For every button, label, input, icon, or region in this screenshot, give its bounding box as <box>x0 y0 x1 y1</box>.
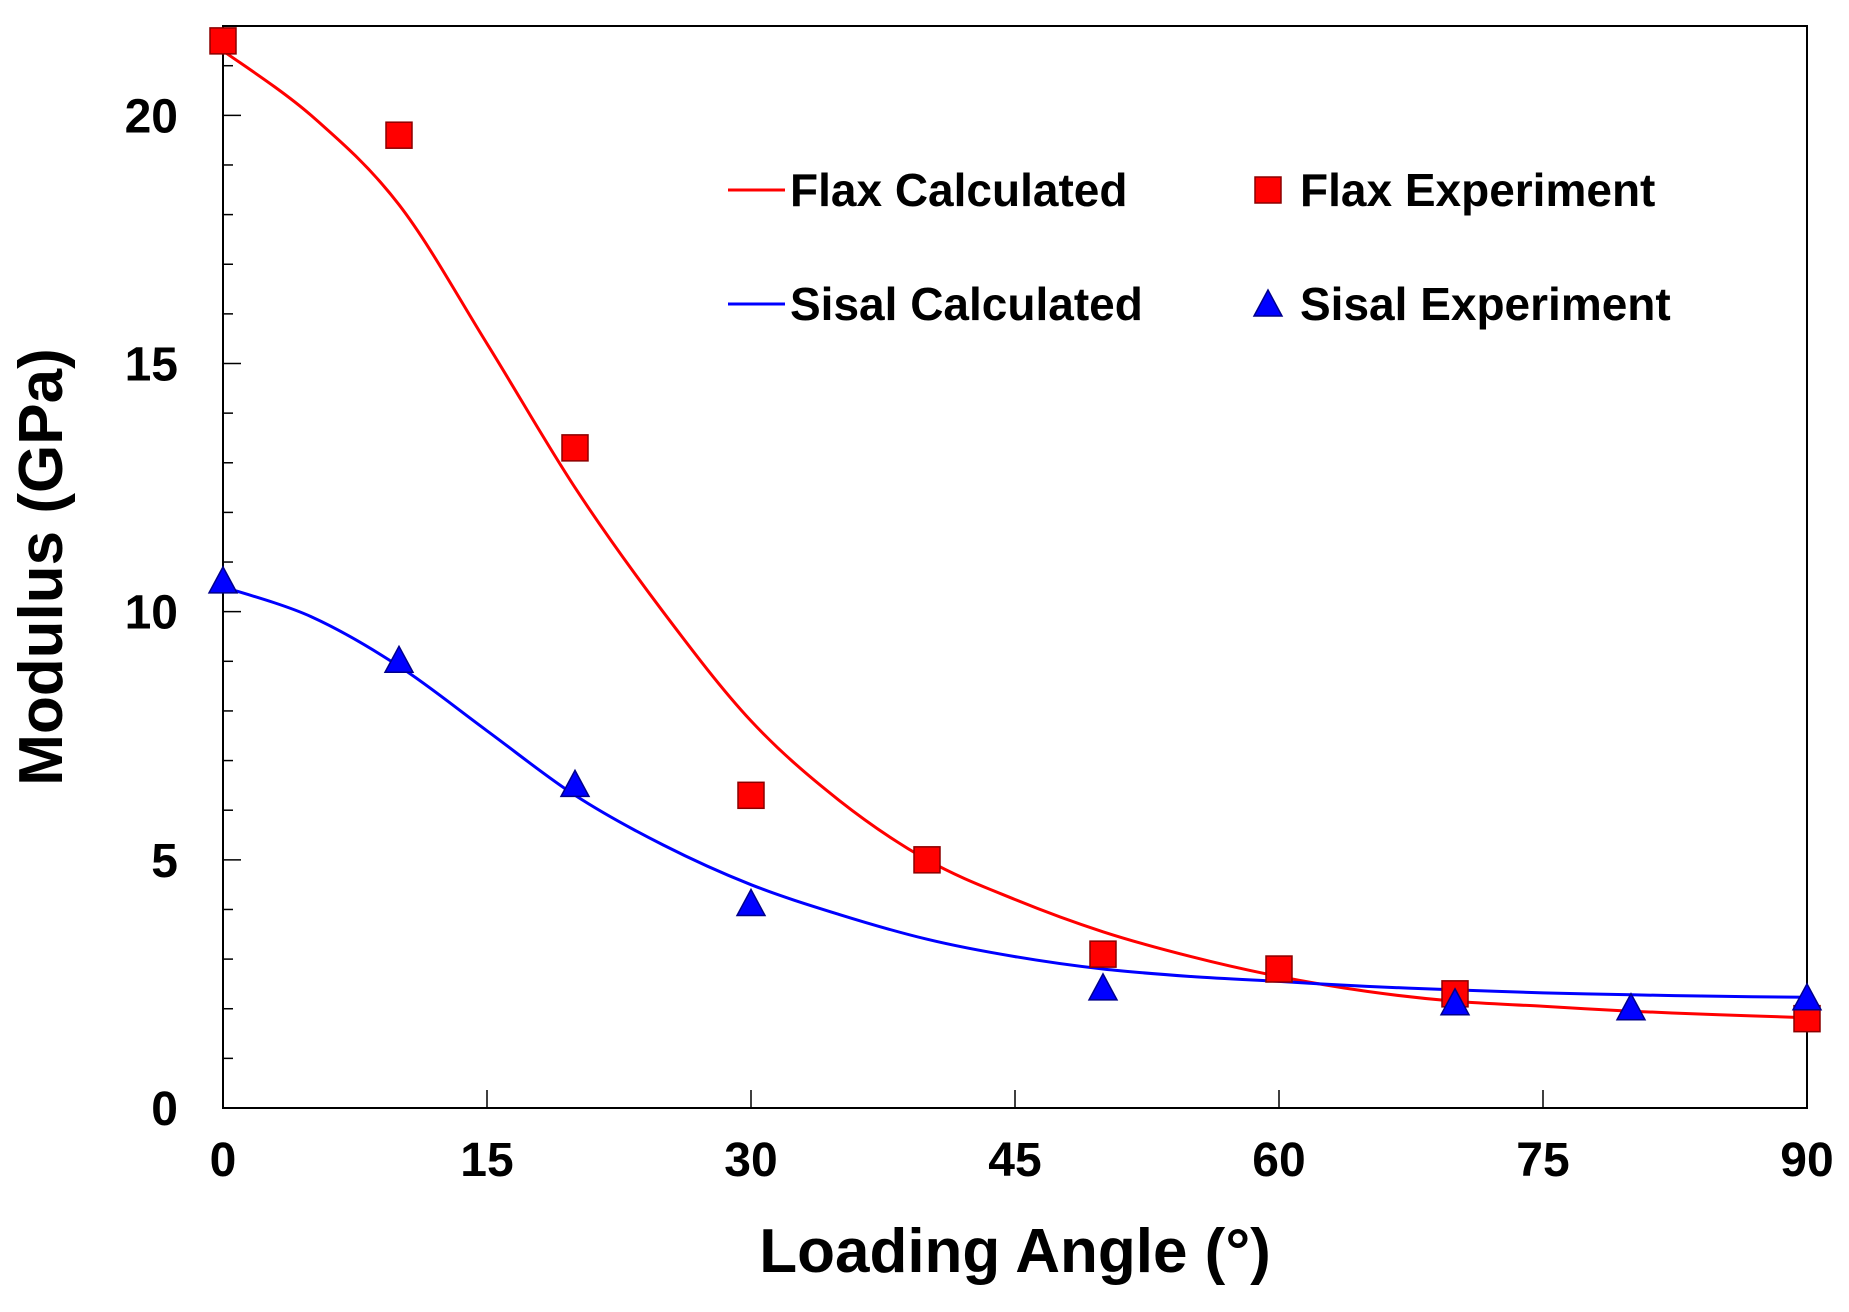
sisal-experiment-point <box>1087 972 1119 1001</box>
flax-experiment-point <box>209 27 237 55</box>
y-tick-labels: 0 5 10 15 20 <box>125 90 178 1136</box>
legend-label-sisal-experiment: Sisal Experiment <box>1300 278 1671 330</box>
sisal-experiment-point <box>1791 982 1823 1011</box>
experiment-markers <box>207 27 1823 1033</box>
x-tick-label: 75 <box>1516 1134 1569 1187</box>
flax-experiment-point <box>385 121 413 149</box>
calculated-curves <box>222 49 1808 1020</box>
sisal-experiment-point <box>1615 992 1647 1021</box>
x-tick-label: 15 <box>460 1134 513 1187</box>
sisal-experiment-point <box>383 644 415 674</box>
x-tick-label: 45 <box>988 1134 1041 1187</box>
legend-swatch-flax-experiment <box>1254 176 1282 204</box>
flax-experiment-point <box>913 846 941 874</box>
sisal-experiment-point <box>559 768 591 798</box>
legend: Flax Calculated Flax Experiment Sisal Ca… <box>728 164 1671 330</box>
flax-calculated-curve <box>222 49 1808 1020</box>
x-tick-label: 90 <box>1780 1134 1833 1187</box>
x-axis-title: Loading Angle (°) <box>759 1217 1271 1286</box>
y-tick-label: 0 <box>151 1083 178 1136</box>
x-tick-label: 60 <box>1252 1134 1305 1187</box>
y-tick-label: 5 <box>151 835 178 888</box>
sisal-experiment-point <box>1439 987 1471 1016</box>
flax-experiment-point <box>561 434 589 462</box>
flax-experiment-point <box>737 781 765 810</box>
sisal-calculated-curve <box>222 585 1808 999</box>
legend-swatch-sisal-experiment <box>1252 288 1284 317</box>
legend-label-flax-calculated: Flax Calculated <box>790 164 1127 216</box>
legend-label-sisal-calculated: Sisal Calculated <box>790 278 1143 330</box>
y-axis-title: Modulus (GPa) <box>7 348 76 785</box>
sisal-experiment-point <box>207 565 239 594</box>
y-tick-label: 20 <box>125 90 178 143</box>
flax-experiment-point <box>1265 955 1293 983</box>
y-tick-label: 10 <box>125 587 178 640</box>
x-tick-label: 30 <box>724 1134 777 1187</box>
legend-label-flax-experiment: Flax Experiment <box>1300 164 1655 216</box>
x-tick-label: 0 <box>210 1134 237 1187</box>
x-tick-labels: 0 15 30 45 60 75 90 <box>210 1134 1834 1187</box>
flax-experiment-point <box>1089 940 1117 968</box>
sisal-experiment-point <box>735 887 767 917</box>
y-tick-label: 15 <box>125 339 178 392</box>
axis-ticks <box>222 64 1808 1109</box>
